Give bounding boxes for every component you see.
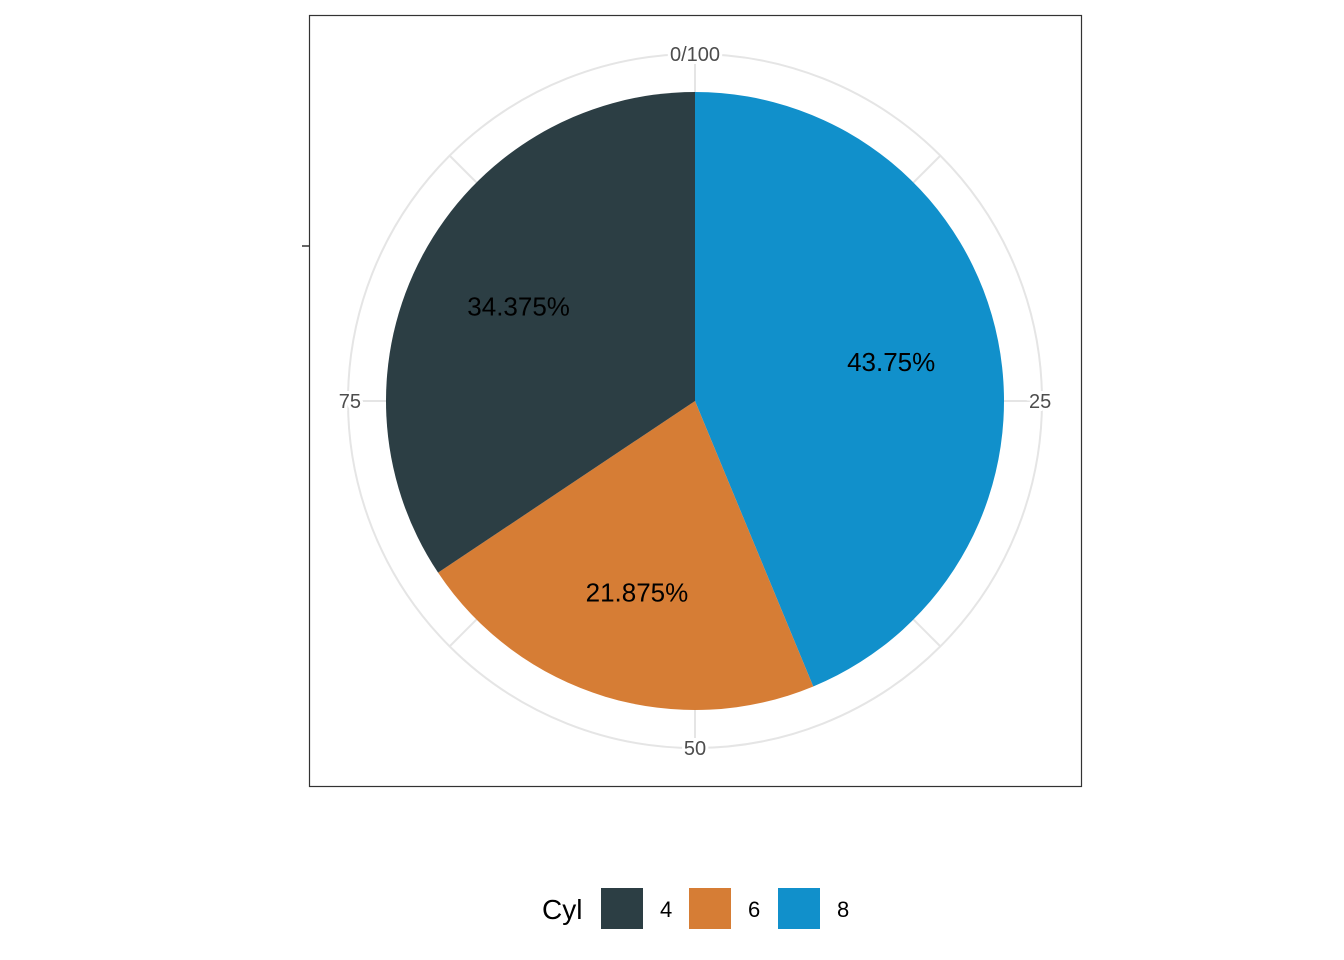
slice-labels: 43.75% 21.875% 34.375%: [467, 292, 935, 608]
angle-ticks: 0/100 25 50 75: [336, 41, 1055, 763]
angle-tick-label: 0/100: [670, 44, 720, 66]
legend-label-6: 6: [748, 897, 760, 922]
legend-label-8: 8: [837, 897, 849, 922]
legend: Cyl 4 6 8: [542, 888, 849, 929]
angle-tick-label: 75: [339, 391, 361, 413]
legend-title: Cyl: [542, 894, 582, 925]
pie-slices: [386, 92, 1004, 711]
legend-items: 4 6 8: [601, 888, 849, 929]
legend-label-4: 4: [660, 897, 672, 922]
slice-label-6: 21.875%: [586, 577, 689, 607]
legend-key-4: [601, 888, 643, 929]
pie-slice-6: [438, 401, 814, 711]
slice-label-4: 34.375%: [467, 292, 570, 322]
angle-tick-label: 50: [684, 738, 706, 760]
slice-label-8: 43.75%: [847, 347, 935, 377]
legend-key-6: [689, 888, 731, 929]
angle-tick-label: 25: [1029, 391, 1051, 413]
pie-slice-4: [386, 92, 695, 573]
pie-slice-8: [695, 92, 1004, 687]
legend-key-8: [778, 888, 820, 929]
